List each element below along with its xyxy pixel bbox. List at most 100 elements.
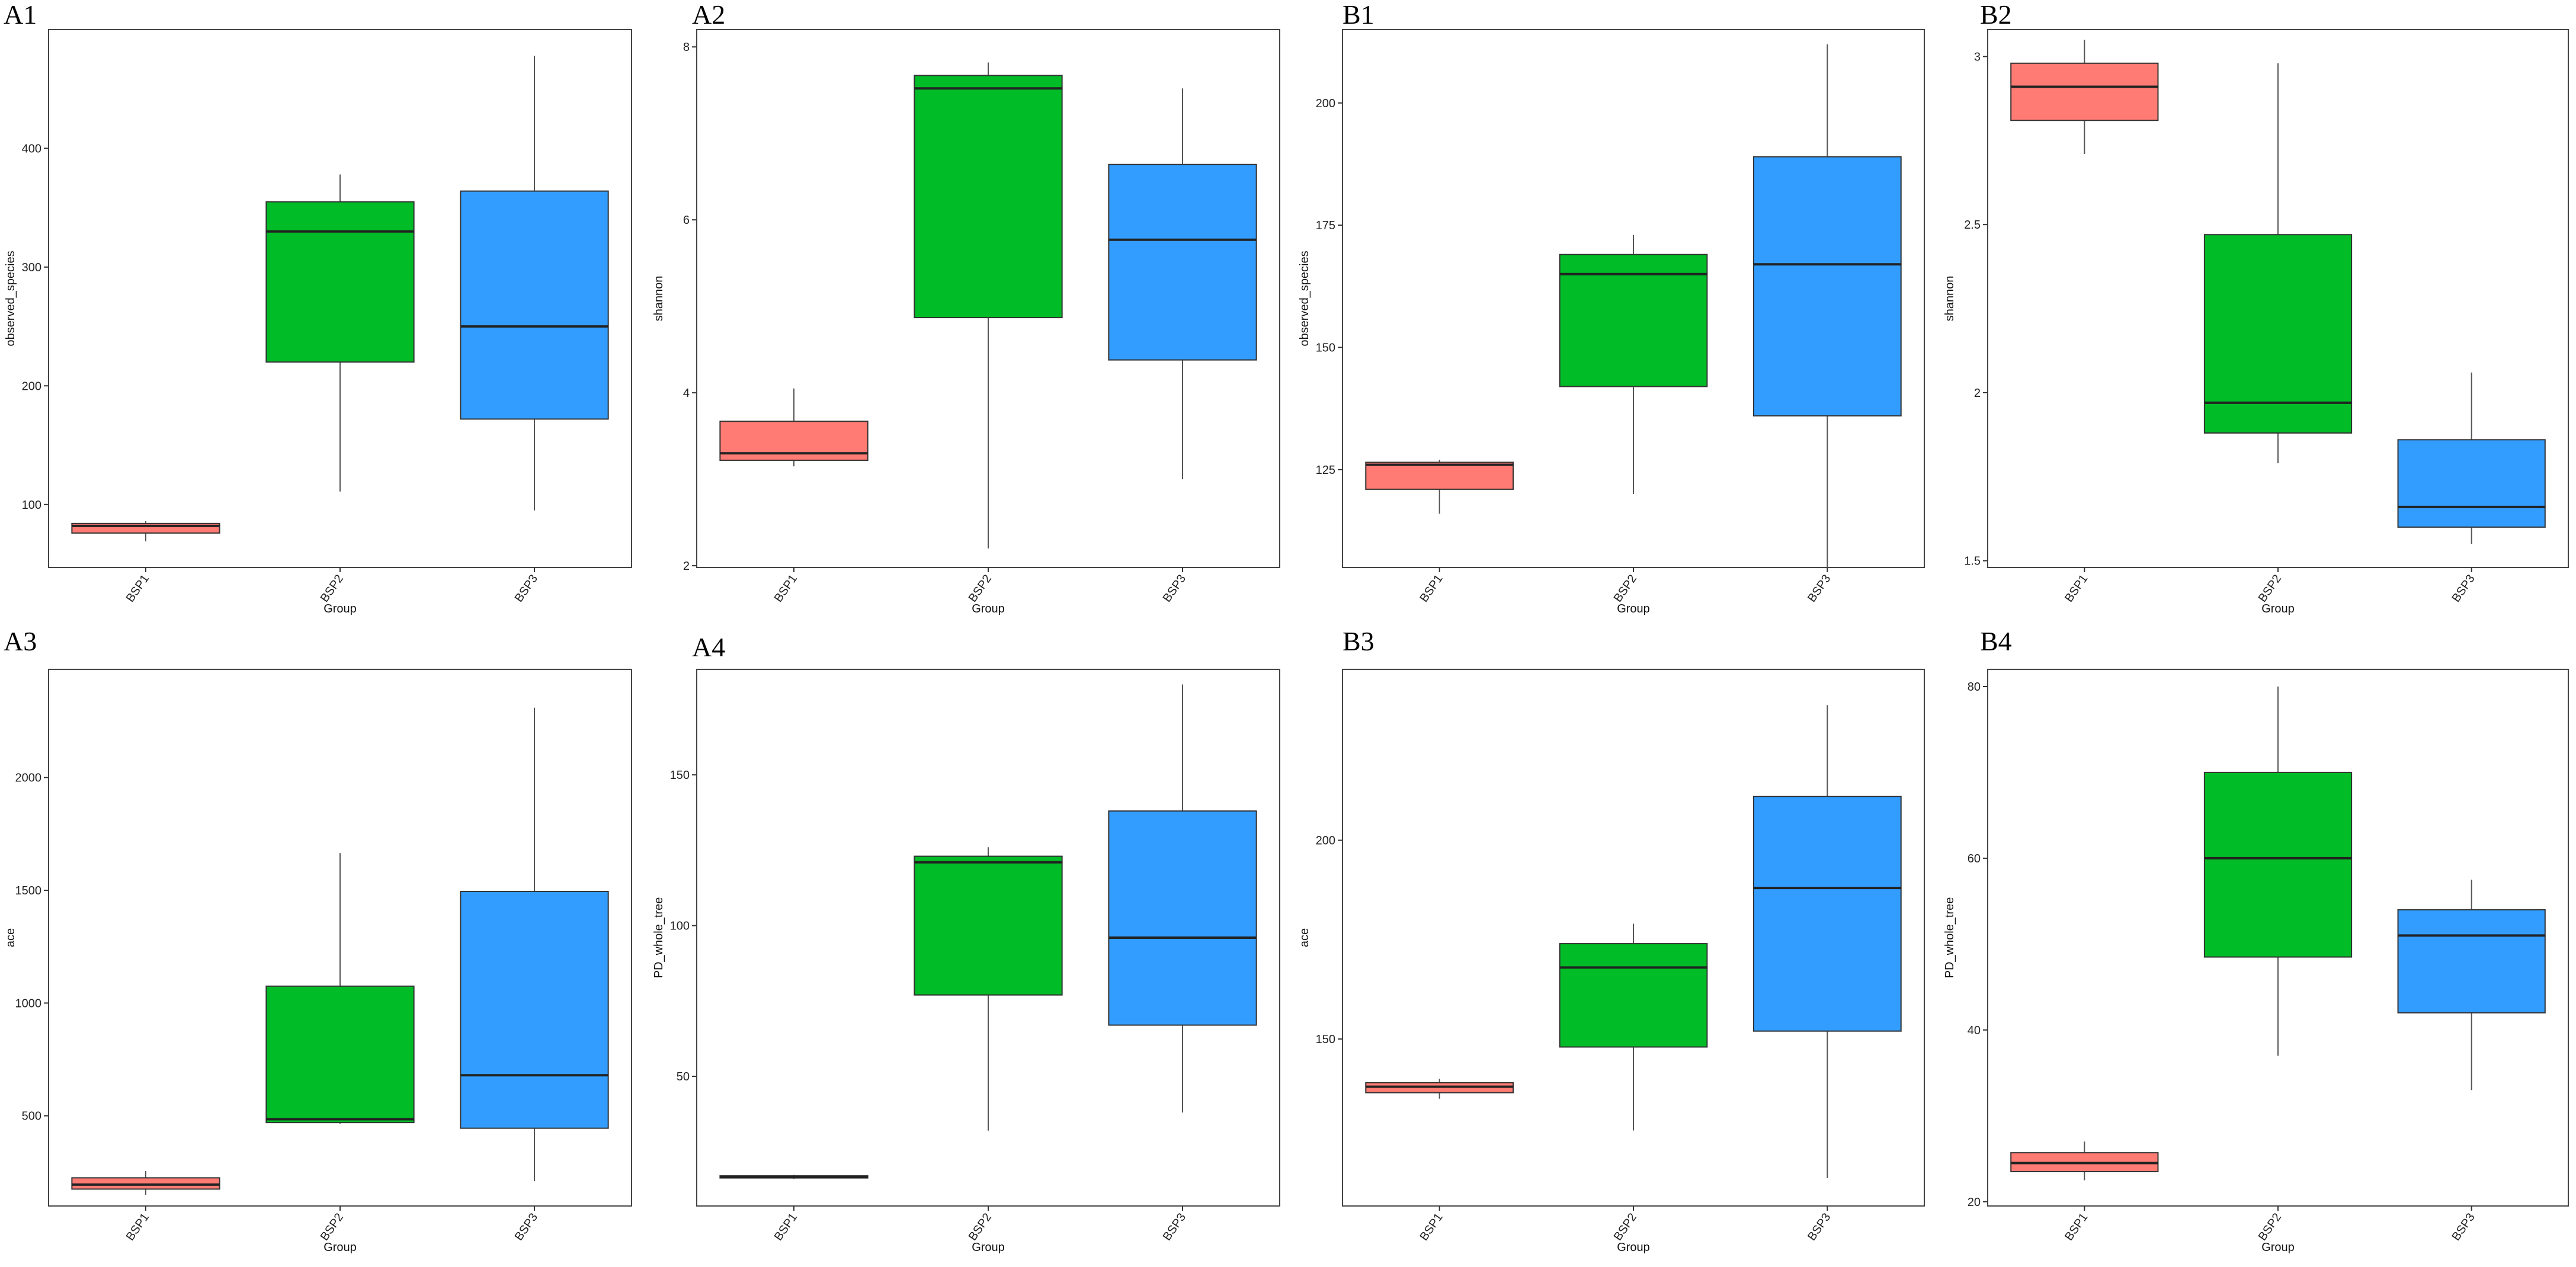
box-bsp2 [2203,63,2353,464]
box-bsp1 [719,388,869,467]
box-bsp1 [2010,1141,2159,1181]
iqr-box [914,855,1063,996]
x-tick-label: BSP3 [2449,572,2477,605]
panel-b3: B3 150 200 ace BSP1 BSP2 BSP3 Group [1298,626,1925,1254]
box-bsp3 [460,707,609,1182]
x-axis-title: Group [323,602,357,615]
panel-label: A3 [4,626,37,656]
x-tick-label: BSP1 [2062,572,2090,605]
box-bsp1 [1365,460,1514,514]
panel-b2: B2 1.5 2 2.5 3 shannon BSP1 BSP2 BSP3 Group [1943,0,2569,615]
x-tick-label: BSP2 [1611,1211,1639,1243]
iqr-box [1752,796,1902,1032]
y-tick-label: 8 [683,41,690,54]
y-tick-label: 80 [1968,681,1981,694]
panel-a3: A3 500 1000 1500 2000 ace BSP1 BSP2 BSP3 Group [4,626,632,1254]
box-bsp2 [914,62,1063,549]
iqr-box [265,201,415,363]
panel-label: A2 [692,0,725,30]
y-tick-label: 200 [22,380,41,393]
x-axis-title: Group [2261,1241,2295,1254]
x-axis-title: Group [323,1241,357,1254]
x-tick-label: BSP1 [1417,572,1445,605]
iqr-box [2203,234,2353,434]
x-tick-label: BSP1 [772,572,800,605]
panel-label: B1 [1343,0,1374,30]
x-tick-label: BSP1 [1417,1211,1445,1243]
y-axis-title: PD_whole_tree [652,897,665,979]
y-tick-label: 500 [22,1110,41,1123]
iqr-box [1108,163,1257,361]
y-axis-title: ace [1298,928,1311,947]
iqr-box [460,890,609,1129]
x-tick-label: BSP3 [2449,1211,2477,1243]
x-tick-label: BSP3 [512,1211,540,1243]
x-tick-label: BSP2 [966,572,994,605]
x-axis-title: Group [972,1241,1005,1254]
box-bsp3 [1108,88,1257,480]
x-axis-title: Group [972,602,1005,615]
panel-b4: B4 20 40 60 80 PD_whole_tree BSP1 BSP2 BSP3 Group [1943,626,2569,1254]
panel-label: B4 [1980,626,2012,656]
panel-a2: A2 2 4 6 8 shannon BSP1 BSP2 BSP3 Group [652,0,1280,615]
iqr-box [1559,943,1708,1048]
y-tick-label: 60 [1968,852,1981,865]
x-tick-label: BSP1 [124,1211,152,1243]
y-axis-title: ace [4,928,17,947]
iqr-box [914,75,1063,319]
y-tick-label: 1000 [15,997,42,1010]
box-bsp3 [2397,372,2546,544]
box-bsp3 [1752,44,1902,567]
box-bsp2 [1559,235,1708,495]
y-tick-label: 2.5 [1964,219,1981,232]
panel-label: A4 [692,632,725,662]
x-tick-label: BSP1 [2062,1211,2090,1243]
x-tick-label: BSP3 [1805,572,1833,605]
box-bsp1 [2010,40,2159,154]
y-tick-label: 150 [1316,342,1335,355]
x-tick-label: BSP3 [1805,1211,1833,1243]
x-tick-label: BSP3 [512,572,540,605]
panel-a4: A4 50 100 150 PD_whole_tree BSP1 BSP2 BSP3 Group [652,632,1280,1254]
y-axis-title: shannon [652,276,665,322]
x-axis-title: Group [2261,602,2295,615]
x-tick-label: BSP2 [2256,572,2284,605]
box-bsp2 [914,847,1063,1131]
box-bsp2 [2203,686,2353,1056]
y-tick-label: 40 [1968,1024,1981,1037]
y-tick-label: 2000 [15,772,42,785]
x-tick-label: BSP3 [1161,572,1188,605]
y-tick-label: 20 [1968,1196,1981,1209]
y-tick-label: 50 [677,1070,690,1083]
box-bsp2 [265,174,415,492]
iqr-box [460,190,609,420]
x-tick-label: BSP2 [2256,1211,2284,1243]
iqr-box [265,985,415,1124]
x-axis-title: Group [1617,1241,1650,1254]
x-tick-label: BSP2 [318,572,346,605]
panel-label: B3 [1343,626,1374,656]
box-bsp1 [71,1170,220,1195]
y-tick-label: 100 [670,920,690,933]
panel-label: B2 [1980,0,2012,30]
y-tick-label: 125 [1316,464,1335,477]
box-bsp3 [2397,880,2546,1090]
box-bsp2 [265,853,415,1124]
x-tick-label: BSP1 [124,572,152,605]
x-tick-label: BSP1 [772,1211,800,1243]
box-bsp3 [1108,684,1257,1113]
x-axis-title: Group [1617,602,1650,615]
box-bsp1 [719,1175,869,1179]
y-axis-title: shannon [1943,276,1956,322]
box-bsp3 [460,56,609,511]
y-tick-label: 1.5 [1964,555,1981,568]
y-tick-label: 2 [683,560,690,573]
y-tick-label: 6 [683,214,690,227]
y-tick-label: 175 [1316,219,1335,232]
y-tick-label: 150 [1316,1033,1335,1046]
panel-a1: A1 100 200 300 400 observed_species BSP1 BSP2 BS… [4,0,632,615]
box-bsp2 [1559,923,1708,1131]
iqr-box [2397,439,2546,528]
iqr-box [1108,810,1257,1026]
